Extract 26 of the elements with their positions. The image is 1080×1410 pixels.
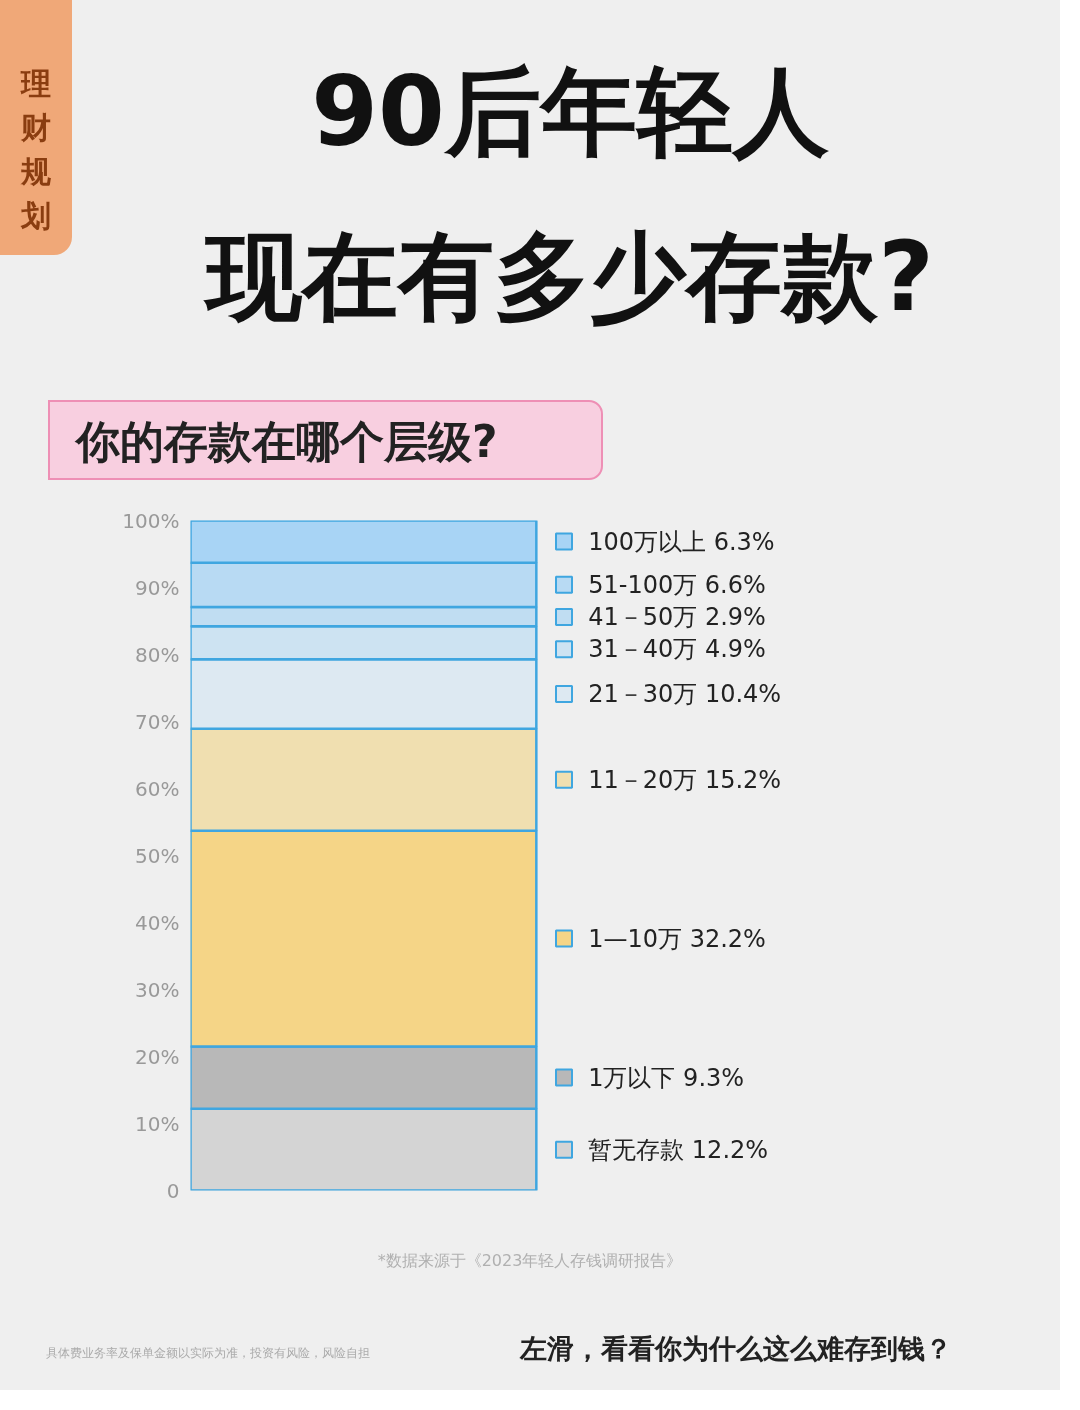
chart-subtitle: 你的存款在哪个层级? <box>48 400 603 480</box>
text: *数据来源于《2023年轻人存钱调研报告》 <box>376 1250 684 1272</box>
y-tick-label: 10% <box>135 1111 180 1136</box>
y-tick-label: 0 <box>166 1178 180 1203</box>
legend-label: 100万以上 6.3% <box>588 527 775 556</box>
legend-label: 11－20万 15.2% <box>588 765 782 794</box>
legend-label: 51-100万 6.6% <box>588 570 766 599</box>
legend-label: 21－30万 10.4% <box>588 680 782 709</box>
y-tick-label: 70% <box>135 709 180 734</box>
legend-label: 暂无存款 12.2% <box>588 1135 769 1164</box>
y-tick-label: 20% <box>135 1044 180 1069</box>
text: 具体费业务率及保单金额以实际为准，投资有风险，风险自担 <box>46 1345 370 1362</box>
legend-label: 1—10万 32.2% <box>588 924 766 953</box>
legend-label: 31－40万 4.9% <box>588 635 766 664</box>
legend-label: 1万以下 9.3% <box>588 1063 745 1092</box>
y-tick-label: 50% <box>135 843 180 868</box>
text: 理财规划 <box>19 65 52 235</box>
y-tick-label: 80% <box>135 642 180 667</box>
y-tick-label: 90% <box>135 575 180 600</box>
chart-title: 90后年轻人现在有多少存款? <box>202 55 935 335</box>
y-tick-label: 60% <box>135 776 180 801</box>
legend-label: 41－50万 2.9% <box>588 602 766 631</box>
y-tick-label: 40% <box>135 910 180 935</box>
text: 左滑，看看你为什么这么难存到钱？ <box>520 1332 952 1366</box>
y-tick-label: 30% <box>135 977 180 1002</box>
y-tick-label: 100% <box>122 508 180 533</box>
